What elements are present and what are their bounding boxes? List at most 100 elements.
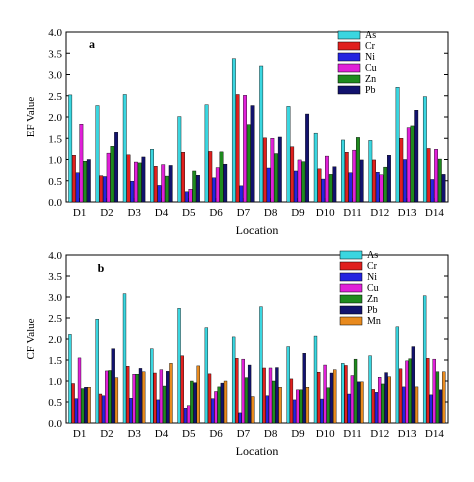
x-tick-label-d11: D11 <box>343 207 362 219</box>
y-tick-label: 0.5 <box>48 176 62 188</box>
x-axis-title: Location <box>236 444 279 458</box>
legend-swatch-mn <box>339 316 363 326</box>
legend-label-zn: Zn <box>367 294 378 305</box>
bar-ni-d6 <box>212 177 216 203</box>
x-tick-label-d3: D3 <box>127 428 141 440</box>
legend-swatch-as <box>337 30 361 40</box>
bar-pb-d2 <box>111 348 115 424</box>
bar-ni-d14 <box>430 179 435 203</box>
bar-mn-d3 <box>142 371 146 424</box>
bar-mn-d8 <box>278 387 282 424</box>
x-tick-label-d9: D9 <box>291 207 305 219</box>
bar-zn-d4 <box>165 175 169 203</box>
bar-pb-d1 <box>86 159 91 203</box>
x-tick-label-d14: D14 <box>425 428 444 440</box>
bar-cu-d6 <box>214 391 218 424</box>
bar-cr-d12 <box>371 389 375 424</box>
bar-zn-d2 <box>110 146 115 203</box>
bar-zn-d6 <box>219 151 224 203</box>
bar-cu-d1 <box>77 357 82 424</box>
x-axis-title: Location <box>236 223 279 237</box>
y-tick-label: 1.5 <box>48 133 62 145</box>
x-tick-label-d2: D2 <box>100 207 113 219</box>
bar-ni-d4 <box>156 399 160 424</box>
x-tick-label-d13: D13 <box>398 428 417 440</box>
bar-cr-d11 <box>344 365 348 424</box>
bar-zn-d5 <box>192 170 197 203</box>
bar-ni-d13 <box>403 159 407 203</box>
bar-pb-d10 <box>329 372 334 424</box>
bar-cr-d1 <box>71 383 75 424</box>
legend-label-mn: Mn <box>367 316 381 327</box>
bar-zn-d1 <box>81 388 85 424</box>
bar-pb-d1 <box>84 387 88 424</box>
bar-as-d11 <box>341 139 345 203</box>
bar-cu-d12 <box>379 174 384 203</box>
y-tick-label: 1.5 <box>48 355 62 367</box>
bar-cu-d5 <box>186 405 191 424</box>
y-tick-label: 1.0 <box>48 155 62 167</box>
bar-cr-d5 <box>181 152 185 203</box>
bar-pb-d12 <box>387 155 391 203</box>
bar-as-d8 <box>259 306 263 424</box>
legend-swatch-cr <box>339 261 363 271</box>
bar-as-d12 <box>368 140 373 203</box>
bar-cu-d7 <box>243 95 247 203</box>
bar-cr-d8 <box>262 137 267 203</box>
legend-swatch-zn <box>337 74 361 84</box>
bar-as-d4 <box>150 348 154 424</box>
legend-swatch-cu <box>337 63 361 73</box>
bar-ni-d8 <box>266 167 271 203</box>
bar-ni-d6 <box>211 398 215 424</box>
bar-cu-d2 <box>106 152 111 203</box>
bar-ni-d2 <box>101 395 106 424</box>
bar-cu-d6 <box>215 167 220 203</box>
bar-mn-d10 <box>333 369 337 424</box>
bar-zn-d1 <box>83 160 88 203</box>
bar-ni-d12 <box>375 172 380 203</box>
bar-cu-d11 <box>350 375 355 424</box>
bar-zn-d7 <box>246 124 251 203</box>
x-tick-label-d12: D12 <box>370 207 389 219</box>
bar-ni-d14 <box>429 394 433 424</box>
bar-cr-d11 <box>344 152 349 203</box>
bar-as-d13 <box>395 87 400 203</box>
y-tick-label: 3.5 <box>48 271 62 283</box>
bar-as-d13 <box>395 326 400 424</box>
y-tick-label: 1.0 <box>48 376 62 388</box>
y-tick-label: 0.0 <box>48 418 62 430</box>
bar-mn-d11 <box>360 381 364 424</box>
bar-mn-d2 <box>114 377 119 424</box>
bar-ni-d8 <box>265 395 269 424</box>
bar-cr-d4 <box>153 166 158 203</box>
bar-cr-d14 <box>426 148 431 203</box>
bar-as-d10 <box>313 132 318 203</box>
y-tick-label: 0.0 <box>48 197 62 209</box>
bar-mn-d12 <box>387 376 391 424</box>
legend-swatch-pb <box>337 85 361 95</box>
x-tick-label-d8: D8 <box>264 428 278 440</box>
bar-ni-d11 <box>347 393 351 424</box>
legend-swatch-cr <box>337 41 361 51</box>
x-tick-label-d4: D4 <box>155 428 169 440</box>
bar-mn-d4 <box>169 363 173 424</box>
legend-swatch-as <box>339 250 363 260</box>
bar-cr-d4 <box>153 372 157 424</box>
bar-pb-d7 <box>250 105 255 203</box>
bar-as-d2 <box>95 319 99 424</box>
legend-swatch-zn <box>339 294 363 304</box>
y-tick-label: 2.0 <box>48 112 62 124</box>
legend-label-cu: Cu <box>367 283 379 294</box>
panel-label: b <box>98 261 105 275</box>
y-tick-label: 3.5 <box>48 48 62 60</box>
bar-cr-d6 <box>207 373 212 424</box>
bar-pb-d14 <box>441 174 446 203</box>
bar-cu-d9 <box>296 389 300 424</box>
bar-cu-d10 <box>325 155 329 203</box>
x-tick-label-d4: D4 <box>155 207 169 219</box>
x-tick-label-d11: D11 <box>343 428 362 440</box>
chart-panel-a: 0.0 0.5 1.0 1.5 2.0 2.5 3.0 3.5 4.0 EF Value Locat… <box>25 27 449 237</box>
bar-cu-d13 <box>405 360 409 424</box>
bar-cr-d6 <box>208 151 213 203</box>
y-tick-label: 4.0 <box>48 27 62 39</box>
